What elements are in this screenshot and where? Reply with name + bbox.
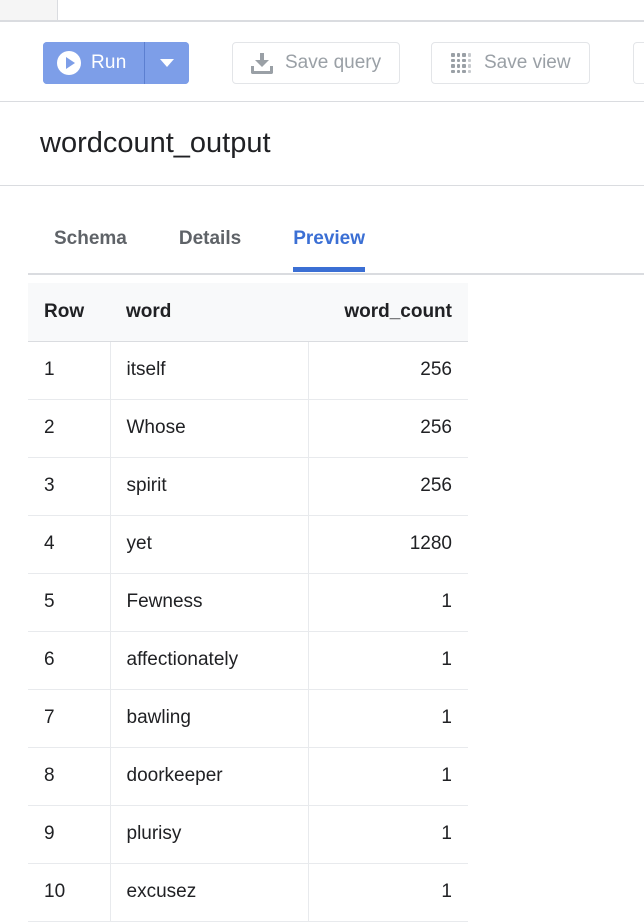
cell-row-number: 10: [28, 863, 111, 922]
cell-word-count: 1: [308, 805, 468, 864]
run-dropdown-button[interactable]: [145, 42, 190, 84]
cell-word-count: 1: [308, 573, 468, 632]
cell-word: yet: [110, 515, 309, 574]
tab-strip-left-tab[interactable]: [0, 0, 58, 20]
cell-word: Whose: [110, 399, 309, 458]
cell-row-number: 8: [28, 747, 111, 806]
run-button-divider: [144, 42, 146, 84]
dotted-grid-icon: [450, 52, 472, 74]
cell-word-count: 256: [308, 399, 468, 458]
cell-row-number: 4: [28, 515, 111, 574]
cell-word-count: 256: [308, 341, 468, 400]
tab-schema[interactable]: Schema: [28, 186, 153, 272]
tab-schema-label: Schema: [54, 228, 127, 249]
page-title: wordcount_output: [40, 127, 271, 159]
cell-word: doorkeeper: [110, 747, 309, 806]
table-row[interactable]: 4 yet 1280: [28, 515, 468, 574]
cell-word: bawling: [110, 689, 309, 748]
cell-word-count: 1: [308, 631, 468, 690]
preview-table-body: 1 itself 256 2 Whose 256 3 spirit 256 4 yet 1280 5 Fe…: [28, 341, 468, 922]
save-download-icon: [251, 52, 273, 74]
table-row[interactable]: 3 spirit 256: [28, 457, 468, 516]
cell-row-number: 5: [28, 573, 111, 632]
cell-word: spirit: [110, 457, 309, 516]
cell-word-count: 1280: [308, 515, 468, 574]
table-row[interactable]: 8 doorkeeper 1: [28, 747, 468, 806]
title-bar: wordcount_output: [0, 102, 644, 186]
cell-word-count: 1: [308, 689, 468, 748]
column-header-row[interactable]: Row: [28, 283, 110, 342]
cell-word-count: 1: [308, 747, 468, 806]
cell-word-count: 256: [308, 457, 468, 516]
cell-row-number: 2: [28, 399, 111, 458]
table-row[interactable]: 7 bawling 1: [28, 689, 468, 748]
table-header-row: Row word word_count: [28, 283, 468, 342]
detail-tabs: Schema Details Preview: [0, 186, 644, 275]
cell-row-number: 6: [28, 631, 111, 690]
preview-table-wrapper: Row word word_count 1 itself 256 2 Whose 256 3…: [28, 283, 468, 922]
table-row[interactable]: 6 affectionately 1: [28, 631, 468, 690]
cell-row-number: 3: [28, 457, 111, 516]
preview-table-head: Row word word_count: [28, 283, 468, 342]
column-header-word-count[interactable]: word_count: [308, 283, 468, 342]
tab-preview-label: Preview: [293, 228, 366, 249]
column-header-word[interactable]: word: [110, 283, 308, 342]
table-row[interactable]: 9 plurisy 1: [28, 805, 468, 864]
save-query-label: Save query: [285, 52, 382, 73]
table-row[interactable]: 1 itself 256: [28, 341, 468, 400]
cell-word-count: 1: [308, 863, 468, 922]
toolbar-overflow-button[interactable]: v: [633, 42, 644, 84]
save-view-button[interactable]: Save view: [431, 42, 590, 84]
browser-tab-strip: [0, 0, 644, 22]
cell-row-number: 9: [28, 805, 111, 864]
save-query-button[interactable]: Save query: [232, 42, 401, 84]
table-row[interactable]: 5 Fewness 1: [28, 573, 468, 632]
run-button-label: Run: [91, 52, 127, 73]
cell-row-number: 7: [28, 689, 111, 748]
cell-word: affectionately: [110, 631, 309, 690]
cell-word: plurisy: [110, 805, 309, 864]
tab-preview[interactable]: Preview: [267, 186, 391, 272]
table-row[interactable]: 10 excusez 1: [28, 863, 468, 922]
tabs-divider: [28, 273, 644, 275]
query-toolbar: Run Save query Save view v: [0, 22, 644, 102]
cell-word: Fewness: [110, 573, 309, 632]
detail-tabs-list: Schema Details Preview: [28, 186, 391, 272]
table-row[interactable]: 2 Whose 256: [28, 399, 468, 458]
chevron-down-icon: [160, 59, 175, 67]
cell-word: itself: [110, 341, 309, 400]
tab-details[interactable]: Details: [153, 186, 267, 272]
preview-table: Row word word_count 1 itself 256 2 Whose 256 3…: [28, 283, 468, 922]
save-view-label: Save view: [484, 52, 571, 73]
run-button-group: Run: [43, 42, 190, 84]
cell-row-number: 1: [28, 341, 111, 400]
cell-word: excusez: [110, 863, 309, 922]
run-button[interactable]: Run: [43, 42, 145, 84]
play-circle-icon: [57, 51, 81, 75]
tab-details-label: Details: [178, 228, 242, 249]
